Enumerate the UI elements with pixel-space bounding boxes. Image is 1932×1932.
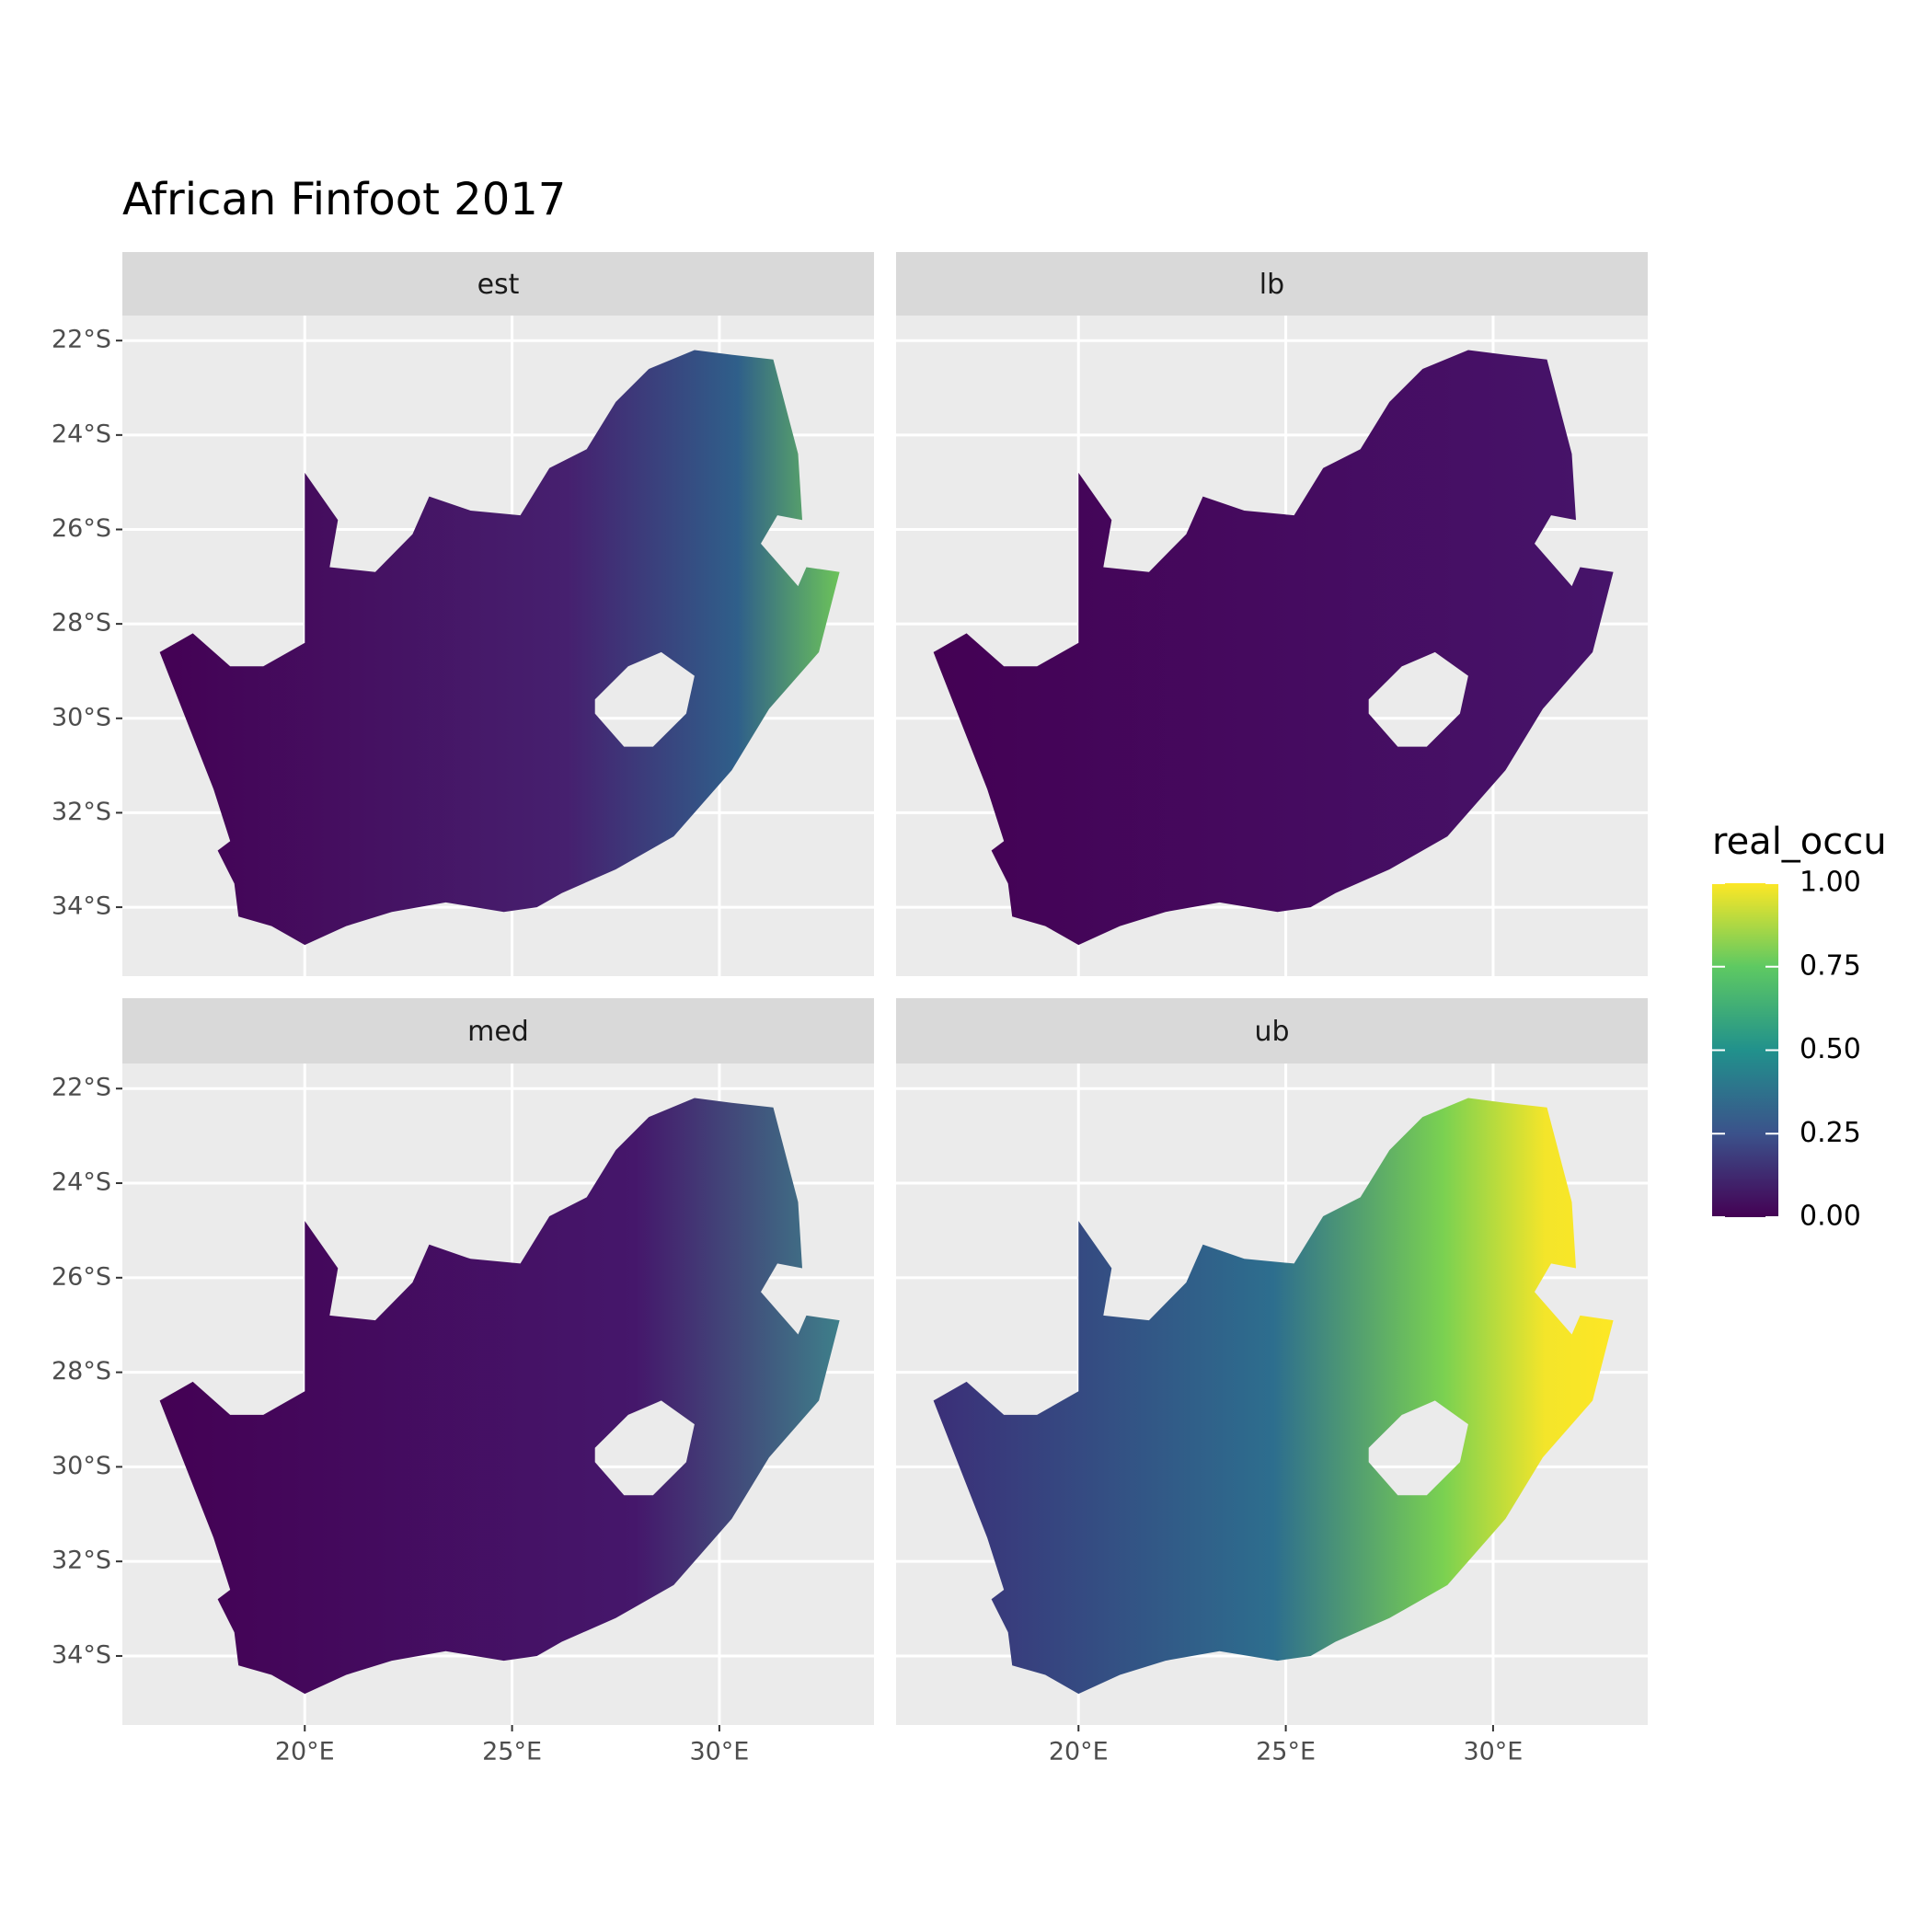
y-tick-label: 24°S <box>52 420 111 448</box>
y-tick-label: 30°S <box>52 703 111 731</box>
y-tick-label: 28°S <box>52 1357 111 1386</box>
y-tick-label: 26°S <box>52 514 111 543</box>
y-tick-label: 30°S <box>52 1452 111 1480</box>
country-shape <box>933 1098 1614 1695</box>
y-tick-label: 28°S <box>52 609 111 638</box>
facet-strip <box>896 252 1648 316</box>
facet-label: est <box>477 269 520 301</box>
country-shape <box>159 350 840 946</box>
y-tick-label: 26°S <box>52 1262 111 1291</box>
facet-label: med <box>467 1016 529 1048</box>
country-shape <box>159 1098 840 1695</box>
y-tick-label: 22°S <box>52 326 111 354</box>
y-tick-label: 22°S <box>52 1074 111 1102</box>
x-tick-label: 30°E <box>689 1738 749 1766</box>
legend-title: real_occu <box>1712 821 1887 863</box>
legend-tick-label: 0.50 <box>1800 1033 1861 1065</box>
y-tick-label: 34°S <box>52 1640 111 1669</box>
facet-label: ub <box>1254 1016 1289 1048</box>
legend-tick-label: 0.75 <box>1800 949 1861 982</box>
y-tick-label: 32°S <box>52 798 111 826</box>
x-tick-label: 20°E <box>275 1738 335 1766</box>
facet-strip <box>122 998 874 1064</box>
facet-label: lb <box>1259 269 1284 301</box>
facet-strip <box>122 252 874 316</box>
y-tick-label: 34°S <box>52 892 111 921</box>
legend-tick-label: 1.00 <box>1800 867 1861 899</box>
y-tick-label: 32°S <box>52 1547 111 1575</box>
x-tick-label: 20°E <box>1049 1738 1109 1766</box>
y-tick-label: 24°S <box>52 1168 111 1197</box>
x-tick-label: 25°E <box>482 1738 542 1766</box>
facet-strip <box>896 998 1648 1064</box>
country-shape <box>933 350 1614 946</box>
legend-tick-label: 0.25 <box>1800 1117 1861 1149</box>
x-tick-label: 25°E <box>1256 1738 1316 1766</box>
x-tick-label: 30°E <box>1463 1738 1523 1766</box>
legend-tick-label: 0.00 <box>1800 1201 1861 1233</box>
chart-title: African Finfoot 2017 <box>122 174 566 225</box>
